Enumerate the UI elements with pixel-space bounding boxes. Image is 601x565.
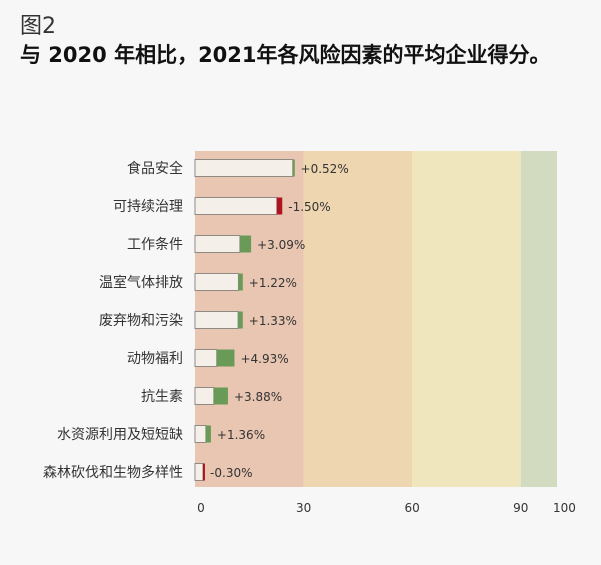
category-label: 废弃物和污染 xyxy=(99,313,183,329)
bar-increase xyxy=(238,311,243,329)
value-label: +1.36% xyxy=(217,428,265,442)
bar-base xyxy=(194,349,218,367)
category-label: 可持续治理 xyxy=(113,198,183,215)
bar-increase xyxy=(216,349,235,367)
bar-base xyxy=(194,311,239,329)
score-band-1 xyxy=(303,151,413,487)
x-tick-label: 30 xyxy=(296,501,311,515)
bar-base xyxy=(194,463,204,481)
value-label: +0.52% xyxy=(301,162,349,176)
value-label: +3.09% xyxy=(257,238,305,252)
x-tick-label: 60 xyxy=(405,501,420,515)
bar-increase xyxy=(213,387,228,405)
score-band-2 xyxy=(412,151,521,487)
bar-base xyxy=(194,425,207,443)
value-label: +3.88% xyxy=(234,390,282,404)
bar-base xyxy=(194,197,278,215)
category-label: 工作条件 xyxy=(127,236,183,253)
category-label: 抗生素 xyxy=(141,389,183,405)
value-label: +1.22% xyxy=(249,276,297,290)
bar-increase xyxy=(239,235,252,253)
category-label: 森林砍伐和生物多样性 xyxy=(43,464,183,481)
score-band-3 xyxy=(520,151,557,487)
category-label: 水资源利用及短短缺 xyxy=(57,427,183,443)
x-tick-label: 90 xyxy=(513,501,528,515)
category-label: 温室气体排放 xyxy=(99,274,183,291)
bar-increase xyxy=(292,159,295,177)
bar-decrease xyxy=(202,463,205,481)
bar-base xyxy=(194,273,239,291)
value-label: +4.93% xyxy=(240,352,288,366)
bar-base xyxy=(194,159,294,177)
bar-base xyxy=(194,387,215,405)
category-label: 食品安全 xyxy=(127,160,183,177)
category-label: 动物福利 xyxy=(127,351,183,367)
bar-decrease xyxy=(276,197,283,215)
value-label: -1.50% xyxy=(288,200,330,214)
bar-base xyxy=(194,235,241,253)
bar-increase xyxy=(238,273,243,291)
x-tick-label: 0 xyxy=(197,501,205,515)
x-tick-label: 100 xyxy=(553,501,576,515)
figure-label: 图2 xyxy=(20,14,56,39)
chart-title: 与 2020 年相比，2021年各风险因素的平均企业得分。 xyxy=(20,43,551,67)
bar-increase xyxy=(205,425,211,443)
value-label: -0.30% xyxy=(210,466,252,480)
value-label: +1.33% xyxy=(249,314,297,328)
